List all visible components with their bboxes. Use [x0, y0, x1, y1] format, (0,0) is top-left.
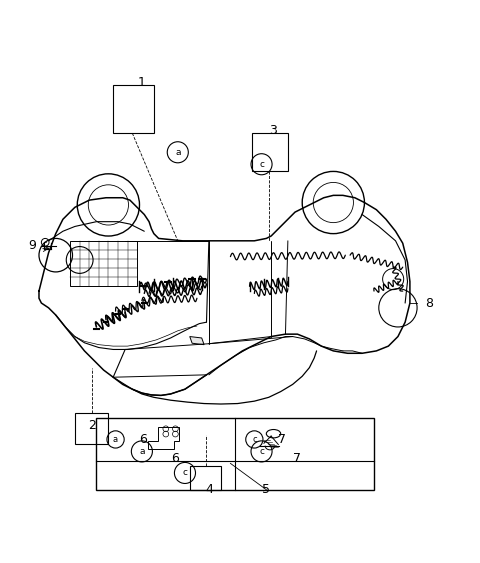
- Text: c: c: [182, 468, 188, 477]
- Bar: [252, 133, 288, 171]
- Bar: [113, 85, 154, 133]
- Text: a: a: [113, 435, 118, 444]
- Text: a: a: [175, 148, 180, 157]
- Text: 7: 7: [278, 433, 286, 446]
- Bar: [190, 466, 221, 490]
- Text: a: a: [139, 447, 144, 456]
- Text: 4: 4: [205, 483, 213, 496]
- Text: 6: 6: [140, 433, 147, 446]
- Text: 6: 6: [171, 452, 180, 465]
- Text: 2: 2: [88, 418, 96, 432]
- Text: 7: 7: [293, 452, 301, 465]
- Text: 9: 9: [28, 239, 36, 252]
- Text: c: c: [259, 160, 264, 169]
- Text: 8: 8: [425, 297, 433, 310]
- Bar: [70, 241, 137, 287]
- Polygon shape: [190, 337, 204, 345]
- Text: 3: 3: [270, 124, 277, 137]
- Text: c: c: [252, 435, 257, 444]
- Text: 1: 1: [138, 77, 146, 90]
- Bar: [75, 413, 108, 444]
- Bar: [96, 418, 374, 490]
- Text: 5: 5: [263, 483, 270, 496]
- Text: c: c: [259, 447, 264, 456]
